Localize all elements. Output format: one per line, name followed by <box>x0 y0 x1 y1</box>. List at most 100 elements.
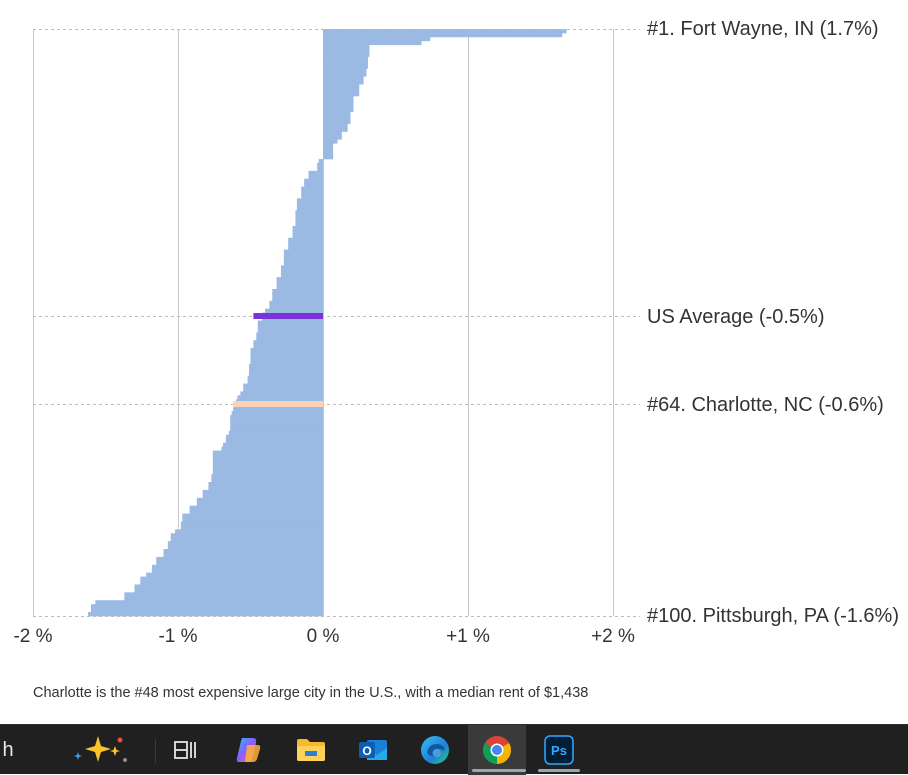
bar <box>323 29 567 34</box>
bar <box>196 501 323 507</box>
bar <box>323 52 370 57</box>
bar <box>280 265 323 270</box>
bar <box>257 328 323 333</box>
bar <box>276 285 323 290</box>
bar <box>272 292 323 298</box>
bar <box>170 537 323 542</box>
bar <box>163 552 323 558</box>
bar <box>243 383 323 388</box>
bar <box>323 60 368 65</box>
bar <box>208 482 323 487</box>
bar <box>230 415 323 420</box>
chrome-running-indicator <box>472 769 526 772</box>
bar <box>318 159 323 164</box>
bar <box>323 32 563 38</box>
bar <box>250 359 323 365</box>
bar <box>323 147 334 152</box>
bar <box>323 56 368 61</box>
bar <box>212 458 323 463</box>
bar <box>237 395 323 400</box>
us-average-bar <box>253 313 323 319</box>
bar <box>212 462 323 467</box>
bar <box>323 123 348 128</box>
bar <box>272 289 323 294</box>
copilot-app-icon[interactable] <box>223 725 273 775</box>
bar <box>180 525 323 530</box>
x-tick-label: -1 % <box>158 626 197 647</box>
bar <box>295 222 323 227</box>
bar <box>323 48 370 53</box>
bar <box>323 151 334 156</box>
bar <box>295 218 323 223</box>
bar <box>189 505 323 510</box>
bar <box>323 127 348 132</box>
bar <box>249 363 323 369</box>
edge-icon[interactable] <box>410 725 460 775</box>
file-explorer-icon[interactable] <box>286 725 336 775</box>
bar <box>301 186 323 191</box>
copilot-sparkle-icon[interactable] <box>70 725 134 775</box>
bar <box>292 225 323 231</box>
bar <box>202 489 323 495</box>
photoshop-icon[interactable]: Ps <box>534 725 584 775</box>
bar <box>257 324 323 329</box>
bar <box>250 352 323 357</box>
bar <box>212 454 323 459</box>
bar <box>231 411 323 416</box>
bar <box>323 40 422 46</box>
charlotte-label: #64. Charlotte, NC (-0.6%) <box>647 394 884 416</box>
windows-taskbar: h <box>0 724 908 775</box>
bar <box>283 249 323 254</box>
bar <box>296 198 323 203</box>
bar <box>288 245 323 250</box>
bar <box>323 76 364 81</box>
bars-group <box>88 29 567 617</box>
bar <box>180 521 323 526</box>
bar <box>304 178 323 183</box>
taskbar-search-box[interactable]: h <box>0 725 18 775</box>
bar <box>156 560 323 566</box>
bar <box>140 576 323 581</box>
bar <box>323 68 367 73</box>
bar <box>182 513 323 518</box>
bar <box>323 36 431 42</box>
bar <box>240 391 323 396</box>
bar <box>323 80 364 85</box>
svg-text:Ps: Ps <box>551 743 567 758</box>
photoshop-running-indicator <box>538 769 580 772</box>
task-view-icon[interactable] <box>160 725 210 775</box>
bar <box>253 340 323 345</box>
bar <box>323 155 334 160</box>
bar <box>134 584 323 589</box>
reference-lines <box>33 29 640 617</box>
bar <box>182 517 323 522</box>
bar <box>230 422 323 428</box>
bar <box>134 588 323 593</box>
bar <box>95 600 323 605</box>
bar <box>146 572 323 577</box>
bar <box>88 612 323 617</box>
bar <box>163 549 323 554</box>
bar <box>323 143 334 148</box>
bar <box>211 478 323 483</box>
bar <box>225 434 323 440</box>
x-tick-label: -2 % <box>13 626 52 647</box>
bar <box>283 253 323 258</box>
bottom-city-label: #100. Pittsburgh, PA (-1.6%) <box>647 605 899 627</box>
bar <box>323 131 342 136</box>
outlook-icon[interactable]: O <box>348 725 398 775</box>
bar <box>249 371 323 377</box>
bar <box>280 269 323 274</box>
bar <box>269 300 323 306</box>
bar <box>257 320 323 325</box>
bar <box>269 304 323 310</box>
taskbar-separator <box>155 739 156 763</box>
x-axis-ticks: -2 % -1 % 0 % +1 % +2 % <box>13 626 635 647</box>
top-city-label: #1. Fort Wayne, IN (1.7%) <box>647 18 879 40</box>
bar <box>323 103 354 109</box>
bar <box>243 387 323 392</box>
chrome-icon[interactable] <box>472 725 522 775</box>
bar <box>156 556 323 562</box>
bar <box>208 485 323 491</box>
bar <box>296 206 323 211</box>
